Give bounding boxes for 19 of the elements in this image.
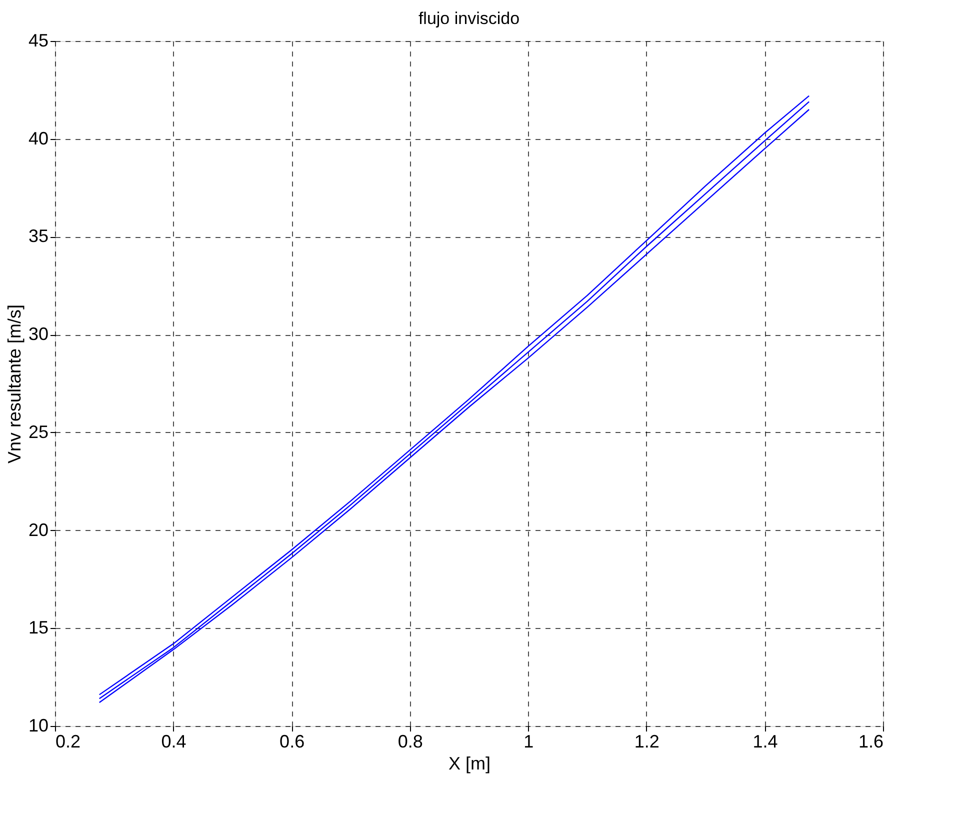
y-tick-label: 25	[28, 422, 48, 442]
y-tick-label: 15	[28, 618, 48, 638]
x-tick-label: 0.4	[161, 732, 186, 752]
chart-title: flujo inviscido	[418, 9, 520, 28]
y-axis-title: Vnv resultante [m/s]	[4, 304, 24, 464]
x-tick-label: 0.2	[56, 732, 81, 752]
x-tick-label: 1.2	[634, 732, 660, 752]
y-tick-label: 40	[28, 128, 48, 148]
y-tick-label: 20	[28, 520, 48, 540]
y-tick-label: 45	[28, 30, 48, 50]
x-tick-label: 0.8	[398, 732, 423, 752]
x-tick-label: 1.4	[752, 732, 778, 752]
y-tick-label: 30	[28, 324, 48, 344]
x-axis-title: X [m]	[448, 754, 491, 774]
x-tick-label: 1.6	[858, 732, 884, 752]
y-tick-label: 35	[28, 226, 48, 246]
x-tick-label: 1	[524, 732, 534, 752]
y-tick-label: 10	[28, 716, 48, 736]
x-tick-label: 0.6	[280, 732, 305, 752]
